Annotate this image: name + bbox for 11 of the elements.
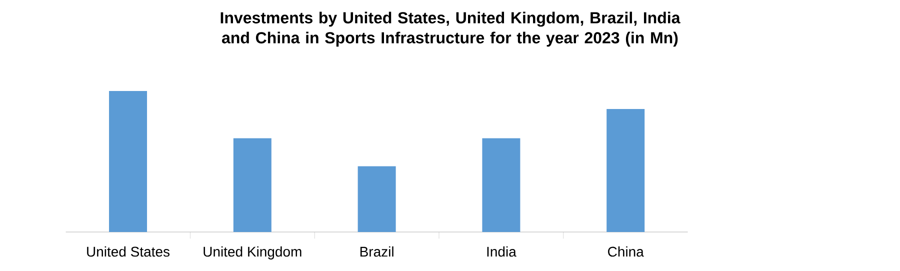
x-tick-label: India (487, 246, 516, 257)
x-tick-label: United States (87, 246, 170, 257)
bar (233, 138, 272, 232)
bar (482, 138, 520, 232)
bar (109, 90, 148, 232)
bar (606, 109, 645, 232)
x-tick-label: United Kingdom (204, 246, 302, 260)
bar (358, 166, 396, 232)
x-tick-label: Brazil (360, 246, 394, 257)
chart-title: Investments by United States, United Kingdom, Brazil, India and China in Sports Infrastructure for the year 2023 (in Mn) (220, 12, 680, 47)
x-tick-label: China (608, 246, 644, 257)
